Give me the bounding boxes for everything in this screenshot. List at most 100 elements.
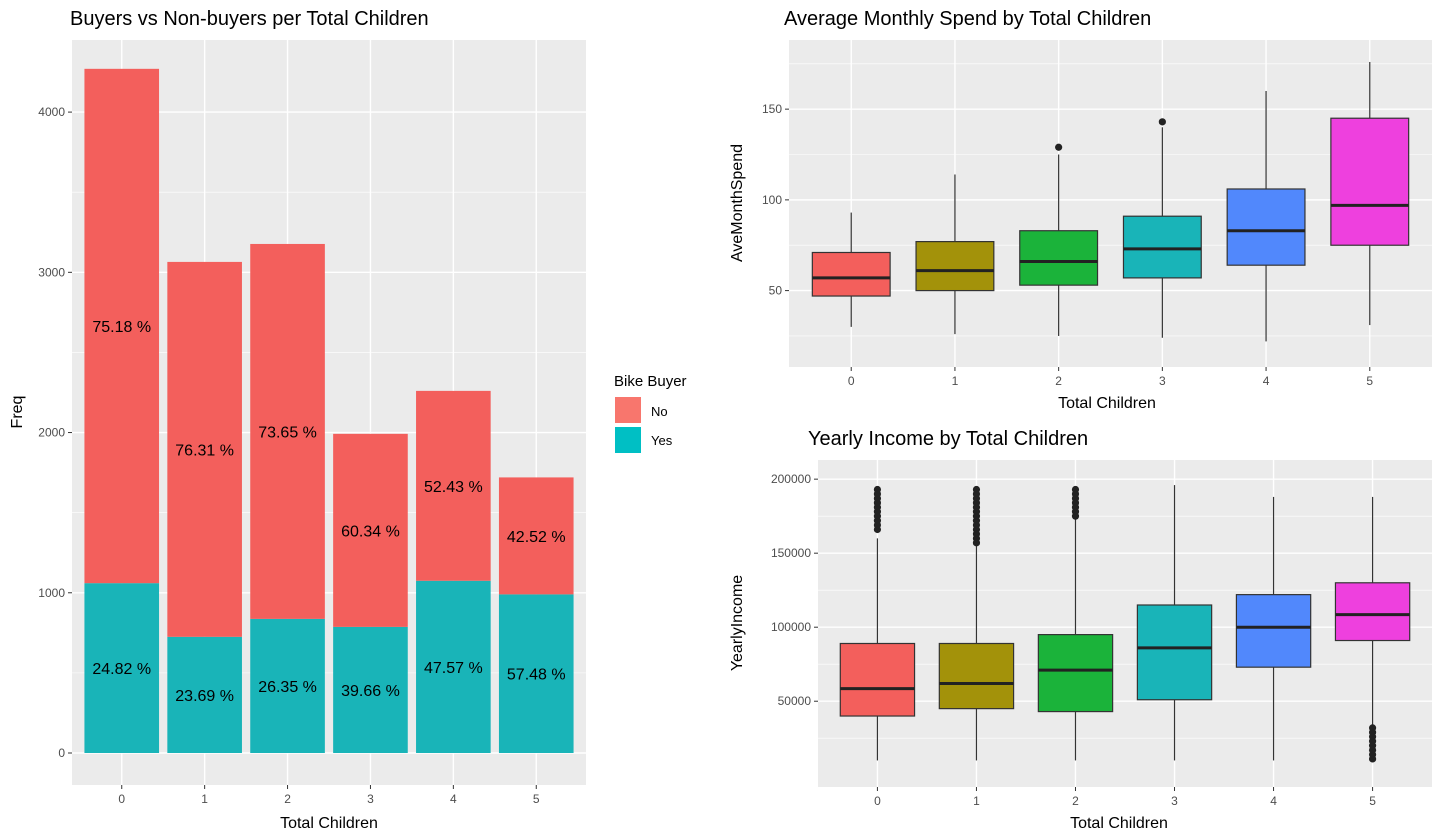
income-boxplot-y-axis-title: YearlyIncome: [729, 575, 746, 671]
box-category-4: [1235, 496, 1312, 761]
x-tick-label: 2: [1072, 794, 1079, 808]
bar-chart-panel: Buyers vs Non-buyers per Total Children …: [9, 8, 586, 832]
outlier-point: [873, 485, 882, 494]
bar-label-yes-3: 39.66 %: [341, 683, 400, 700]
x-tick-label: 1: [952, 374, 959, 388]
iqr-box: [915, 241, 995, 292]
bar-segment-no-2: [250, 243, 325, 619]
x-tick-label: 0: [874, 794, 881, 808]
legend-label-no: No: [651, 404, 668, 419]
iqr-box: [1136, 604, 1213, 701]
iqr-box: [839, 642, 916, 717]
x-tick-label: 3: [1159, 374, 1166, 388]
box-category-2: [1019, 143, 1099, 336]
x-tick-label: 3: [367, 792, 374, 806]
legend-swatch-yes: [615, 427, 641, 453]
bar-label-yes-2: 26.35 %: [258, 679, 317, 696]
iqr-box: [938, 642, 1015, 710]
iqr-box: [1226, 188, 1306, 266]
bar-chart-y-ticks: 0 1000 2000 3000 4000: [38, 105, 72, 760]
x-tick-label: 5: [1366, 374, 1373, 388]
box-category-0: [839, 485, 916, 761]
bar-label-no-2: 73.65 %: [258, 424, 317, 441]
y-tick-label: 150: [762, 102, 782, 116]
bar-label-no-1: 76.31 %: [175, 442, 234, 459]
bar-label-yes-4: 47.57 %: [424, 660, 483, 677]
legend-swatch-no: [615, 397, 641, 423]
bar-label-no-3: 60.34 %: [341, 523, 400, 540]
spend-boxplot-panel: Average Monthly Spend by Total Children …: [729, 8, 1432, 412]
x-tick-label: 3: [1171, 794, 1178, 808]
bar-label-yes-5: 57.48 %: [507, 667, 566, 684]
bar-segment-yes-5: [498, 594, 574, 753]
x-tick-label: 0: [118, 792, 125, 806]
bar-chart-y-axis-title: Freq: [9, 396, 26, 429]
iqr-box: [1019, 230, 1099, 286]
income-boxplot-x-axis-title: Total Children: [1070, 815, 1168, 832]
x-tick-label: 5: [1369, 794, 1376, 808]
legend-label-yes: Yes: [651, 433, 673, 448]
bar-segment-yes-4: [416, 580, 491, 753]
outlier-point: [1071, 485, 1080, 494]
bar-chart-title: Buyers vs Non-buyers per Total Children: [70, 8, 429, 30]
bar-chart-data-labels: 24.82 % 75.18 % 23.69 % 76.31 % 26.35 % 73.65…: [92, 319, 565, 705]
spend-boxplot-x-axis-title: Total Children: [1058, 395, 1156, 412]
income-boxplot-boxes: [839, 485, 1411, 763]
box-category-3: [1136, 485, 1213, 761]
bar-chart-x-axis-title: Total Children: [280, 815, 378, 832]
box-category-3: [1122, 118, 1202, 338]
legend-title: Bike Buyer: [614, 373, 687, 390]
box-category-1: [938, 485, 1015, 761]
spend-boxplot-y-ticks: 50 100 150: [762, 102, 789, 298]
x-tick-label: 5: [533, 792, 540, 806]
bike-buyer-legend: Bike Buyer No Yes: [614, 373, 687, 453]
y-tick-label: 1000: [38, 586, 65, 600]
spend-boxplot-plot-background: [789, 40, 1432, 367]
box-category-5: [1330, 61, 1410, 326]
bar-segment-yes-1: [167, 636, 242, 753]
spend-boxplot-boxes: [811, 61, 1410, 342]
y-tick-label: 100: [762, 193, 782, 207]
x-tick-label: 0: [848, 374, 855, 388]
x-tick-label: 4: [1270, 794, 1277, 808]
income-boxplot-panel: Yearly Income by Total Children 50000100…: [729, 428, 1432, 832]
income-boxplot-plot-background: [818, 460, 1432, 787]
x-tick-label: 1: [201, 792, 208, 806]
iqr-box: [1122, 215, 1202, 279]
x-tick-label: 1: [973, 794, 980, 808]
y-tick-label: 200000: [771, 472, 811, 486]
y-tick-label: 0: [58, 746, 65, 760]
x-tick-label: 4: [1263, 374, 1270, 388]
y-tick-label: 150000: [771, 546, 811, 560]
income-boxplot-y-ticks: 50000 100000 150000 200000: [771, 472, 818, 708]
box-category-0: [811, 212, 891, 327]
bar-chart-x-ticks: 0 1 2 3 4 5: [118, 785, 540, 806]
bar-segment-yes-0: [84, 583, 160, 753]
outlier-point: [1368, 724, 1377, 732]
bar-segment-no-1: [167, 261, 242, 637]
bar-segment-no-3: [333, 433, 408, 627]
box-category-5: [1334, 496, 1411, 763]
y-tick-label: 3000: [38, 265, 65, 279]
y-tick-label: 50000: [778, 694, 812, 708]
box-category-4: [1226, 91, 1306, 342]
bar-segment-no-4: [416, 390, 491, 581]
box-category-2: [1037, 485, 1114, 761]
bar-label-no-0: 75.18 %: [92, 319, 151, 336]
iqr-box: [1037, 634, 1114, 713]
bar-label-yes-0: 24.82 %: [92, 661, 151, 678]
bar-label-no-4: 52.43 %: [424, 479, 483, 496]
spend-boxplot-title: Average Monthly Spend by Total Children: [784, 8, 1151, 30]
x-tick-label: 2: [284, 792, 291, 806]
box-category-1: [915, 174, 995, 335]
bar-segment-no-0: [84, 68, 160, 584]
spend-boxplot-x-ticks: 0 1 2 3 4 5: [848, 367, 1373, 388]
y-tick-label: 100000: [771, 620, 811, 634]
outlier-point: [1158, 118, 1166, 126]
income-boxplot-x-ticks: 0 1 2 3 4 5: [874, 787, 1376, 808]
spend-boxplot-y-axis-title: AveMonthSpend: [729, 144, 746, 262]
bar-label-no-5: 42.52 %: [507, 529, 566, 546]
x-tick-label: 2: [1055, 374, 1062, 388]
iqr-box: [1235, 594, 1312, 668]
